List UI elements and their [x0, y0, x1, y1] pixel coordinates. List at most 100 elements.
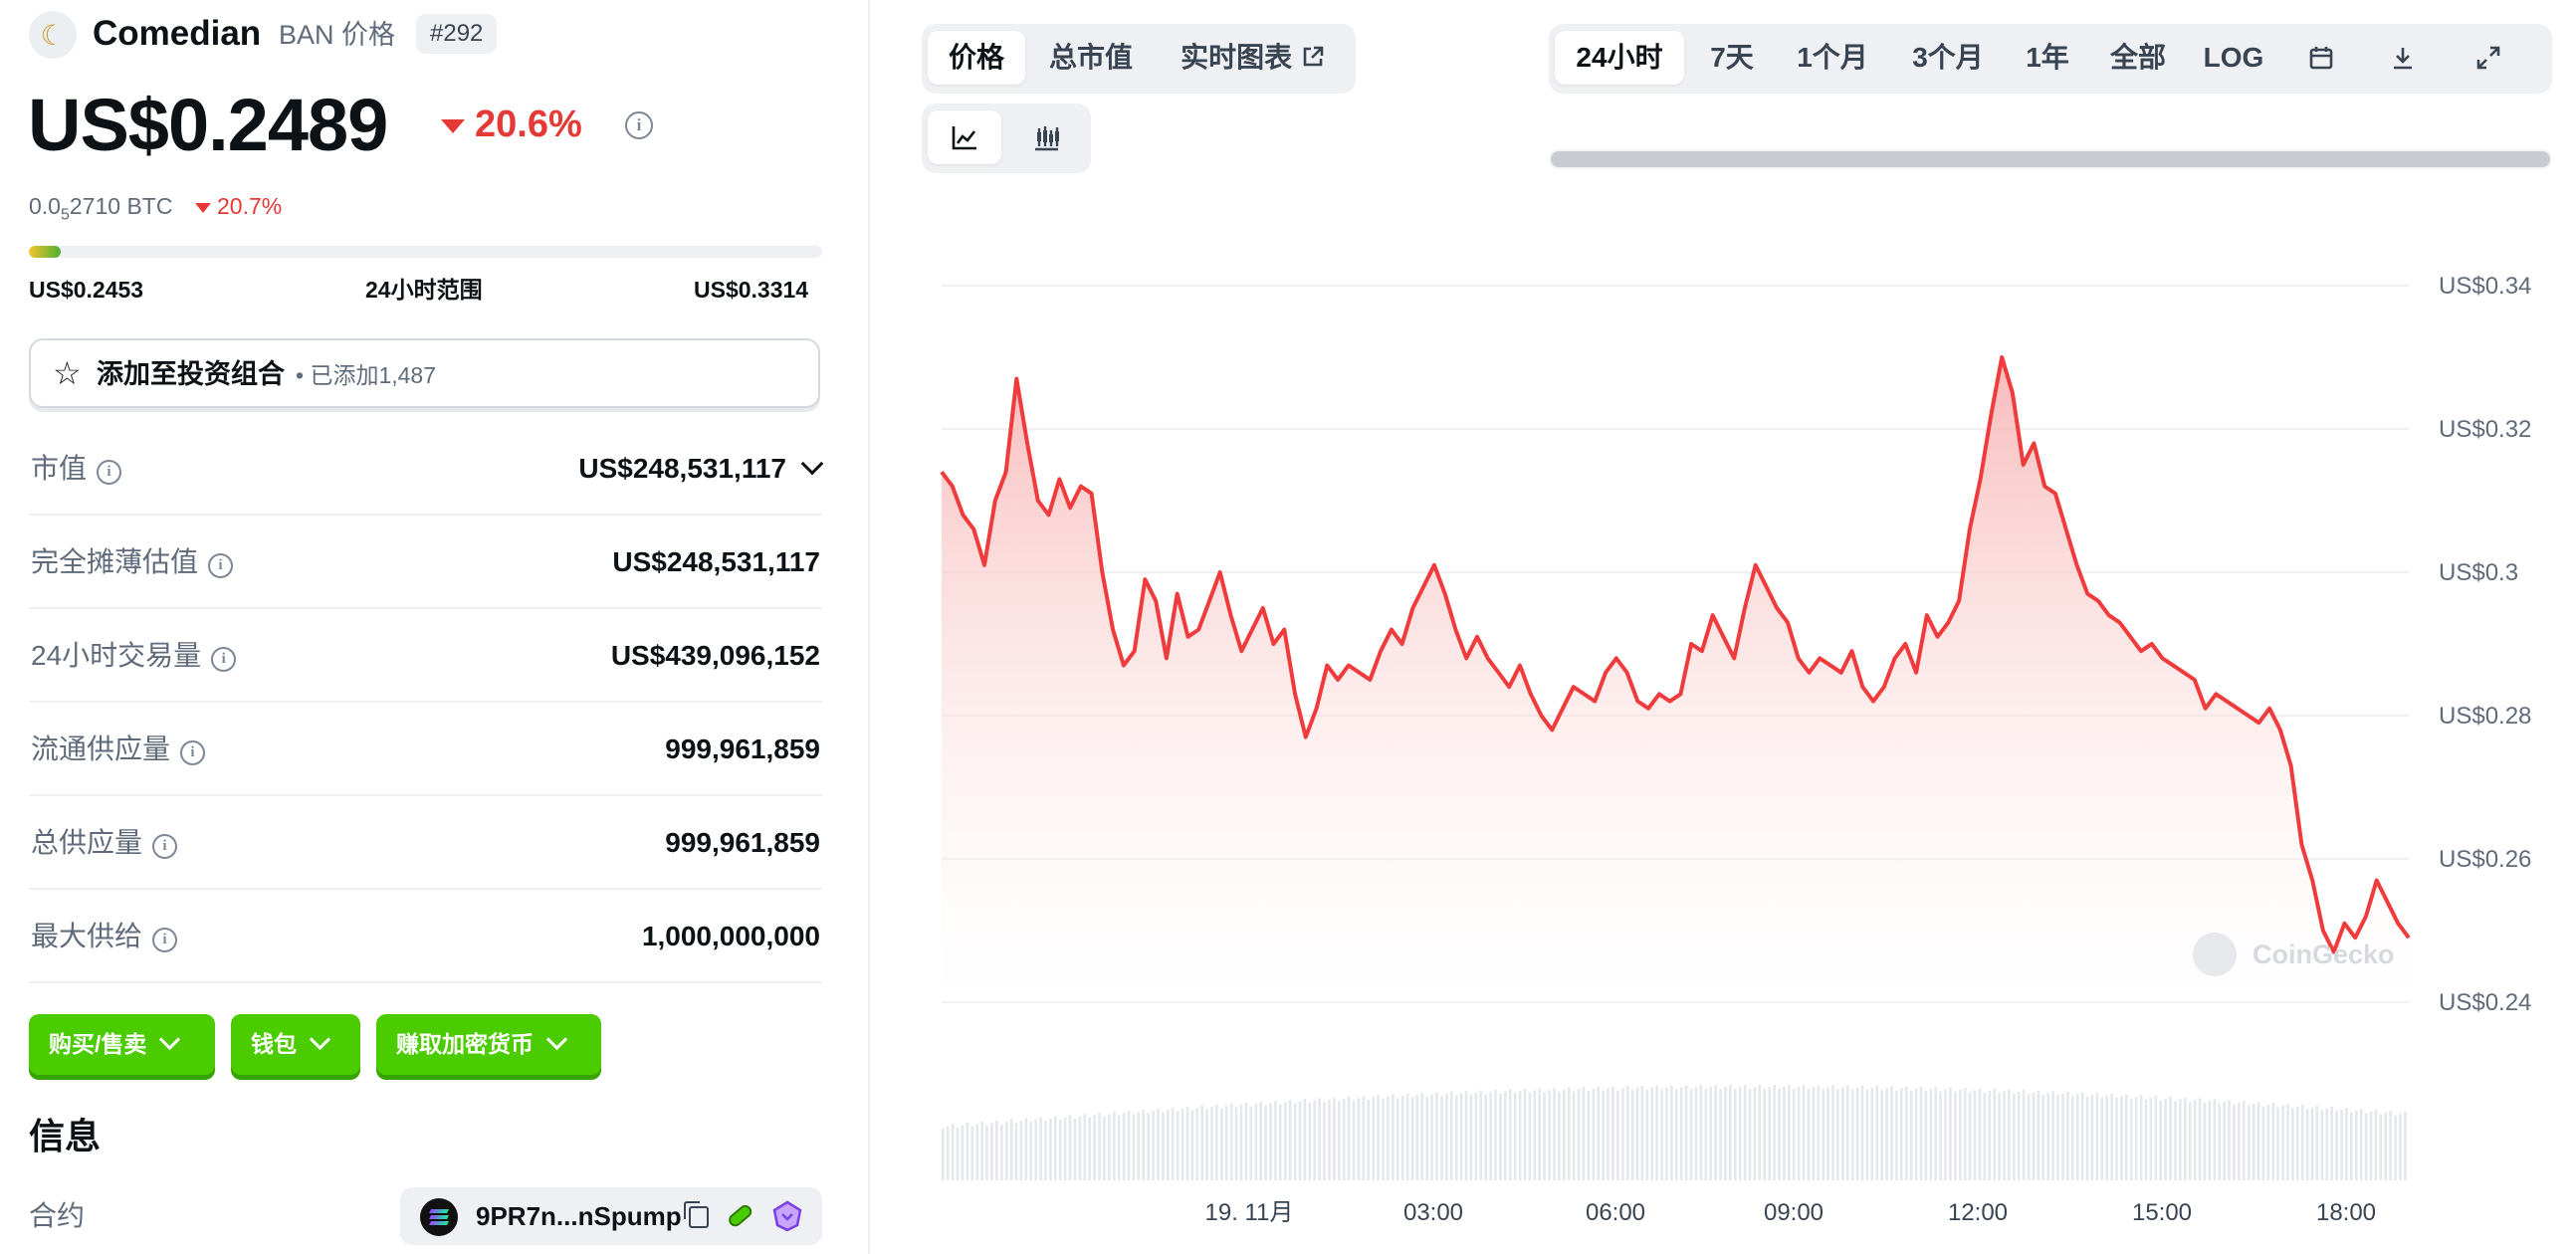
volume-bar: [1924, 1091, 1928, 1180]
tab-log[interactable]: LOG: [2203, 42, 2264, 73]
volume-bar: [1758, 1085, 1762, 1180]
volume-bar: [1190, 1110, 1194, 1180]
volume-bar: [1392, 1094, 1395, 1180]
volume-bar: [1083, 1114, 1087, 1180]
volume-bar: [1073, 1118, 1077, 1180]
tab-24h[interactable]: 24小时: [1555, 31, 1684, 85]
explorer-link-icon[interactable]: [725, 1201, 756, 1231]
copy-icon[interactable]: [684, 1201, 709, 1228]
wallet-button[interactable]: 钱包: [231, 1014, 360, 1075]
external-link-icon: [1303, 46, 1324, 67]
info-icon[interactable]: i: [625, 111, 653, 139]
volume-bar: [1220, 1108, 1223, 1180]
info-icon[interactable]: i: [97, 460, 122, 485]
stat-row-market-cap[interactable]: 市值 i US$248,531,117: [29, 421, 824, 516]
volume-bar: [1229, 1103, 1233, 1180]
volume-bar: [1513, 1093, 1517, 1180]
fullscreen-button[interactable]: [2449, 31, 2528, 85]
volume-bar: [1362, 1096, 1366, 1180]
volume-bar: [2223, 1102, 2226, 1180]
volume-bar: [2208, 1101, 2212, 1180]
volume-bar: [1269, 1103, 1272, 1180]
volume-bar: [1572, 1091, 1576, 1180]
volume-bar: [2174, 1101, 2177, 1180]
earn-crypto-button[interactable]: 赚取加密货币: [376, 1014, 601, 1075]
buy-sell-button[interactable]: 购买/售卖: [29, 1014, 215, 1075]
volume-bar: [961, 1125, 965, 1180]
y-tick-label: US$0.28: [2439, 703, 2531, 730]
volume-bar: [2305, 1109, 2309, 1180]
volume-bar: [995, 1120, 998, 1180]
line-chart-button[interactable]: [928, 110, 1001, 164]
candlestick-button[interactable]: [1009, 110, 1083, 164]
volume-bar: [1988, 1090, 1992, 1180]
volume-bar: [1714, 1085, 1717, 1180]
volume-bar: [1553, 1088, 1556, 1180]
tab-3m[interactable]: 3个月: [1912, 42, 1984, 73]
volume-bar: [2115, 1098, 2118, 1180]
volume-bar: [1684, 1085, 1688, 1180]
volume-bar: [1127, 1111, 1131, 1180]
range-scrollbar-thumb[interactable]: [1551, 151, 2550, 167]
live-chart-label: 实时图表: [1181, 42, 1293, 73]
info-icon[interactable]: i: [152, 928, 178, 952]
volume-bar: [2355, 1110, 2358, 1180]
range-scrollbar[interactable]: [1549, 149, 2552, 169]
chart-type-toggle: [922, 104, 1091, 173]
metamask-icon[interactable]: [770, 1199, 804, 1233]
star-icon: ☆: [53, 355, 82, 391]
volume-bar: [1352, 1100, 1356, 1180]
tab-price[interactable]: 价格: [928, 31, 1025, 85]
volume-bar: [942, 1129, 945, 1180]
tab-1m[interactable]: 1个月: [1797, 42, 1868, 73]
volume-bar: [1841, 1087, 1844, 1180]
volume-bar: [1611, 1086, 1614, 1180]
info-icon[interactable]: i: [180, 740, 206, 765]
tab-7d[interactable]: 7天: [1710, 42, 1754, 73]
add-portfolio-button[interactable]: ☆ 添加至投资组合 • 已添加1,487: [29, 338, 820, 408]
volume-bar: [1597, 1086, 1600, 1180]
calendar-button[interactable]: [2285, 31, 2357, 85]
volume-bar: [1234, 1107, 1238, 1180]
volume-bar: [1298, 1101, 1302, 1180]
volume-bar: [1293, 1103, 1297, 1180]
x-tick-label: 03:00: [1403, 1199, 1463, 1226]
range-bar-fill: [29, 246, 61, 258]
range-bar: [29, 246, 822, 258]
volume-bar: [1812, 1087, 1816, 1180]
contract-pill[interactable]: 9PR7n...nSpump: [400, 1187, 822, 1245]
volume-bar: [1875, 1086, 1878, 1180]
info-icon[interactable]: i: [211, 647, 237, 672]
info-icon[interactable]: i: [152, 834, 178, 859]
tab-1y[interactable]: 1年: [2026, 42, 2069, 73]
info-icon[interactable]: i: [208, 553, 234, 578]
price-area: [942, 357, 2409, 1002]
volume-bar: [1904, 1086, 1908, 1180]
volume-bar: [1054, 1116, 1057, 1180]
volume-bar: [2271, 1103, 2274, 1180]
volume-bar: [1865, 1089, 1869, 1180]
volume-bar: [1797, 1087, 1801, 1180]
volume-bar: [2075, 1094, 2079, 1180]
stat-value: 1,000,000,000: [641, 921, 820, 951]
tab-live-chart[interactable]: 实时图表: [1157, 31, 1350, 85]
volume-bar: [2071, 1096, 2074, 1180]
tab-all[interactable]: 全部: [2109, 42, 2166, 73]
volume-bar: [1949, 1087, 1952, 1180]
y-tick-label: US$0.34: [2439, 273, 2531, 300]
volume-bar: [1592, 1089, 1596, 1180]
tab-market-cap[interactable]: 总市值: [1048, 42, 1133, 73]
download-button[interactable]: [2367, 31, 2439, 85]
price-line: [940, 355, 2411, 954]
volume-bar: [1283, 1102, 1287, 1180]
volume-bar: [951, 1124, 955, 1180]
volume-bar: [1342, 1099, 1346, 1180]
volume-bar: [1689, 1089, 1693, 1180]
volume-bar: [1440, 1096, 1443, 1180]
volume-bar: [1630, 1090, 1634, 1180]
volume-bar: [2379, 1114, 2383, 1180]
volume-bar: [1103, 1116, 1106, 1180]
volume-bar: [2013, 1093, 2016, 1180]
btc-zero-count: 5: [60, 206, 70, 224]
